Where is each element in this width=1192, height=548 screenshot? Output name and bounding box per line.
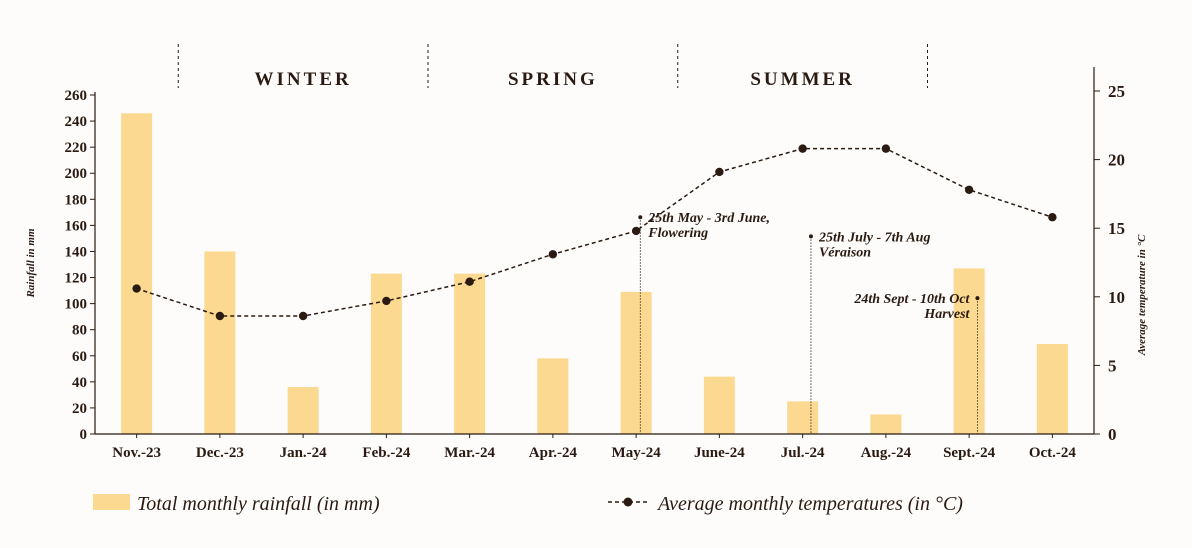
- annotation-label: 25th May - 3rd June,: [647, 211, 770, 226]
- legend-line-marker: [623, 497, 633, 507]
- rainfall-bar-Dec.-23: [204, 251, 236, 434]
- left-tick-label: 140: [65, 244, 88, 260]
- temperature-point-Mar.-24: [465, 277, 474, 286]
- x-tick-label: Jan.-24: [280, 445, 328, 461]
- rainfall-bar-Oct.-24: [1036, 344, 1068, 434]
- temperature-point-Dec.-23: [215, 311, 225, 321]
- annotation-label: 25th July - 7th Aug: [818, 230, 931, 245]
- rainfall-bar-Apr.-24: [537, 358, 569, 434]
- temperature-point-Aug.-24: [881, 144, 891, 153]
- temperature-point-Oct.-24: [1048, 213, 1057, 222]
- left-tick-label: 220: [65, 140, 88, 156]
- right-axis-title: Average temperature in °C: [1136, 234, 1148, 356]
- right-tick-label: 5: [1108, 356, 1117, 375]
- rainfall-bar-Jul.-24: [787, 401, 819, 434]
- right-tick-label: 20: [1108, 151, 1125, 170]
- left-axis-title: Rainfall in mm: [25, 228, 37, 299]
- x-tick-label: Oct.-24: [1029, 445, 1077, 461]
- x-tick-label: Apr.-24: [529, 445, 578, 461]
- left-tick-label: 260: [65, 88, 88, 104]
- rainfall-bar-Sept.-24: [953, 268, 985, 434]
- annotation-label: 24th Sept - 10th Oct: [853, 292, 970, 307]
- temperature-point-May-24: [631, 226, 641, 236]
- left-tick-label: 120: [65, 271, 88, 287]
- right-tick-label: 25: [1108, 82, 1125, 101]
- left-tick-label: 0: [80, 427, 88, 443]
- left-tick-label: 40: [72, 375, 87, 391]
- temperature-point-Apr.-24: [548, 250, 558, 259]
- x-tick-label: Mar.-24: [444, 445, 495, 461]
- temperature-point-Feb.-24: [382, 296, 391, 306]
- temperature-point-Nov.-23: [132, 284, 141, 293]
- temperature-line: [136, 147, 1053, 317]
- left-tick-label: 160: [65, 218, 88, 234]
- temperature-point-June-24: [715, 167, 724, 177]
- x-tick-label: Nov.-23: [112, 445, 161, 461]
- annotation-dot: [638, 215, 643, 220]
- right-tick-label: 10: [1108, 288, 1125, 307]
- temperature-point-Sept.-24: [964, 185, 974, 194]
- temperature-point-Jan.-24: [298, 311, 308, 321]
- rainfall-bar-Mar.-24: [454, 273, 486, 434]
- left-tick-label: 240: [65, 114, 88, 130]
- right-tick-label: 15: [1108, 219, 1125, 238]
- x-tick-label: May-24: [612, 445, 662, 461]
- rainfall-bar-June-24: [703, 376, 735, 434]
- rainfall-bar-Aug.-24: [870, 414, 902, 434]
- rainfall-bar-Nov.-23: [121, 113, 153, 434]
- left-tick-label: 80: [72, 323, 87, 339]
- left-tick-label: 180: [65, 192, 88, 208]
- annotation-label: Harvest: [923, 307, 970, 322]
- annotation-dot: [808, 234, 813, 239]
- left-tick-label: 20: [72, 401, 87, 417]
- x-tick-label: Jul.-24: [781, 445, 825, 461]
- left-tick-label: 60: [72, 349, 87, 365]
- season-label: WINTER: [255, 69, 352, 90]
- left-tick-label: 100: [65, 297, 88, 313]
- annotation-dot: [975, 296, 980, 301]
- legend-line-label: Average monthly temperatures (in °C): [656, 493, 963, 515]
- right-tick-label: 0: [1108, 425, 1117, 444]
- rainfall-bar-May-24: [620, 291, 652, 434]
- left-tick-label: 200: [65, 166, 88, 182]
- annotation-label: Flowering: [647, 226, 708, 241]
- legend-bar-swatch: [93, 494, 130, 510]
- annotation-label: Véraison: [819, 245, 871, 260]
- x-tick-label: Aug.-24: [861, 445, 912, 461]
- x-tick-label: June-24: [694, 445, 745, 461]
- x-tick-label: Sept.-24: [943, 445, 996, 461]
- rainfall-bar-Jan.-24: [287, 387, 319, 434]
- season-label: SPRING: [508, 69, 598, 90]
- season-label: SUMMER: [750, 69, 855, 90]
- x-tick-label: Feb.-24: [362, 445, 410, 461]
- x-tick-label: Dec.-23: [196, 445, 244, 461]
- legend-bar-label: Total monthly rainfall (in mm): [137, 493, 380, 515]
- temperature-point-Jul.-24: [798, 144, 807, 153]
